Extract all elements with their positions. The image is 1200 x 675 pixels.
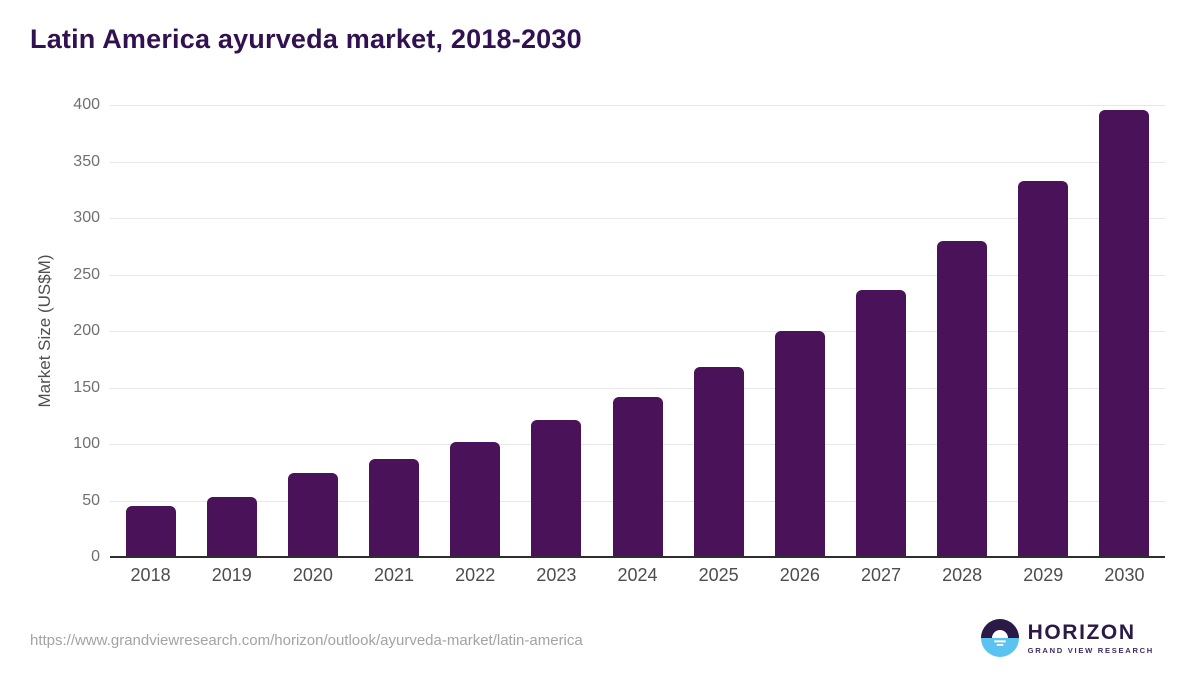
bar-2021 (369, 458, 420, 557)
x-tick-label-2029: 2029 (1023, 565, 1064, 585)
bar-2028 (937, 240, 988, 557)
x-tick-label-2023: 2023 (536, 565, 577, 585)
y-tick-label: 400 (73, 96, 100, 113)
y-tick-label: 250 (73, 265, 100, 283)
y-tick-label: 350 (73, 152, 100, 170)
y-axis-tick-labels: 0 50 100 150 200 250 300 350 400 (30, 96, 100, 565)
bar-cell (191, 105, 272, 557)
bar-2026 (774, 331, 825, 557)
bar-2018 (125, 506, 176, 557)
x-tick-label-2024: 2024 (617, 565, 658, 585)
logo-subtitle: GRAND VIEW RESEARCH (1027, 645, 1154, 655)
bar-cell (272, 105, 353, 557)
bar-cell (759, 105, 840, 557)
x-tick-label-2019: 2019 (211, 565, 252, 585)
bar-cell (353, 105, 434, 557)
x-tick-label-2028: 2028 (942, 565, 983, 585)
x-tick-label-2018: 2018 (130, 565, 171, 585)
bar-cell (597, 105, 678, 557)
bar-2020 (287, 473, 338, 557)
gridline (110, 218, 1165, 219)
bar-2025 (693, 367, 744, 557)
bar-2024 (612, 396, 663, 557)
bar-cell (1084, 105, 1165, 557)
x-tick-label-2026: 2026 (779, 565, 820, 585)
logo-wordmark: HORIZON (1027, 620, 1136, 644)
y-tick-label: 0 (91, 548, 100, 565)
bar-2030 (1099, 109, 1150, 557)
gridline (110, 274, 1165, 276)
bar-2029 (1018, 180, 1069, 557)
bar-cell (1003, 105, 1084, 557)
x-axis-line (110, 556, 1165, 558)
x-tick-label-2020: 2020 (292, 565, 333, 585)
gridline (110, 331, 1165, 332)
y-tick-label: 300 (73, 209, 100, 226)
bar-cell (516, 105, 597, 557)
bar-cell (922, 105, 1003, 557)
y-tick-label: 50 (82, 491, 100, 509)
bar-cell (678, 105, 759, 557)
y-tick-label: 200 (73, 322, 100, 339)
x-axis-tick-labels: 2018 2019 2020 2021 2022 2023 2024 2025 2026 2027… (110, 565, 1165, 586)
bar-2019 (206, 497, 257, 557)
plot-area (110, 105, 1165, 558)
bar-2022 (450, 441, 501, 557)
x-tick-label-2022: 2022 (455, 565, 496, 585)
sunrise-icon (980, 619, 1019, 657)
x-tick-label-2027: 2027 (860, 565, 901, 585)
gridline (110, 161, 1165, 163)
x-tick-label-2025: 2025 (698, 565, 739, 585)
bar-2027 (855, 290, 906, 557)
bar-2023 (531, 420, 582, 557)
bar-cell (840, 105, 921, 557)
x-tick-label-2030: 2030 (1104, 565, 1145, 585)
y-tick-label: 100 (73, 435, 100, 452)
chart-title: Latin America ayurveda market, 2018-2030 (30, 24, 582, 54)
gridline (110, 387, 1165, 389)
x-tick-label-2021: 2021 (374, 565, 415, 585)
bar-cell (110, 105, 191, 557)
source-url: https://www.grandviewresearch.com/horizo… (30, 632, 583, 649)
bar-cell (435, 105, 516, 557)
logo-text: HORIZON GRAND VIEW RESEARCH (1028, 622, 1154, 655)
bars-row (110, 105, 1165, 557)
gridline (110, 105, 1165, 106)
horizon-logo: HORIZON GRAND VIEW RESEARCH (980, 618, 1154, 658)
y-tick-label: 150 (73, 378, 100, 396)
